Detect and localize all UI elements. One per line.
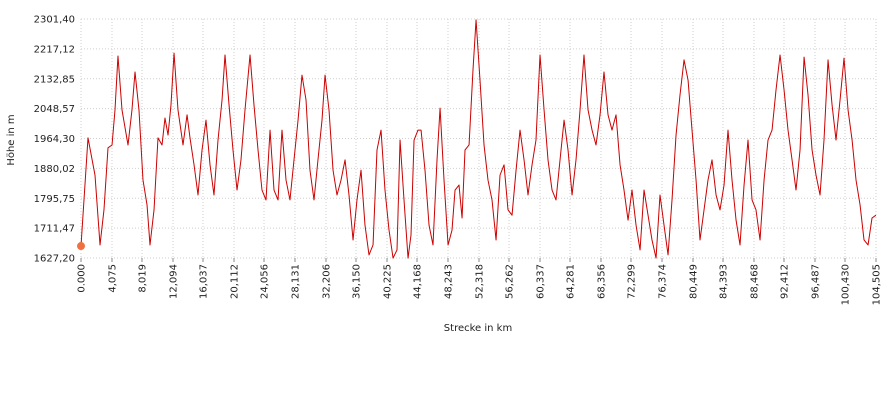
y-axis-label: Höhe in m bbox=[6, 114, 17, 165]
y-tick-label: 1964,30 bbox=[34, 134, 75, 145]
x-tick-label: 28,131 bbox=[291, 264, 302, 299]
x-tick-label: 48,243 bbox=[443, 264, 454, 299]
x-tick-label: 104,505 bbox=[872, 264, 883, 305]
y-tick-label: 2132,85 bbox=[34, 74, 75, 85]
y-tick-label: 1627,20 bbox=[34, 254, 75, 265]
x-tick-label: 100,430 bbox=[841, 264, 852, 305]
x-tick-label: 12,094 bbox=[169, 264, 180, 299]
y-tick-label: 1880,02 bbox=[34, 164, 75, 175]
y-tick-label: 2301,40 bbox=[34, 15, 75, 26]
x-tick-label: 64,281 bbox=[566, 264, 577, 299]
x-tick-label: 24,056 bbox=[260, 264, 271, 299]
y-tick-label: 2048,57 bbox=[34, 104, 75, 115]
x-tick-label: 4,075 bbox=[107, 264, 118, 293]
x-tick-label: 84,393 bbox=[719, 264, 730, 299]
elevation-line bbox=[80, 19, 877, 259]
x-tick-label: 80,449 bbox=[688, 264, 699, 299]
x-tick-label: 60,337 bbox=[536, 264, 547, 299]
x-tick-label: 76,374 bbox=[657, 264, 668, 299]
y-tick-label: 1795,75 bbox=[34, 194, 75, 205]
x-tick-label: 92,412 bbox=[780, 264, 791, 299]
x-tick-label: 44,168 bbox=[412, 264, 423, 299]
x-tick-label: 8,019 bbox=[138, 264, 149, 293]
x-tick-label: 88,468 bbox=[750, 264, 761, 299]
x-tick-label: 16,037 bbox=[198, 264, 209, 299]
x-tick-label: 52,318 bbox=[474, 264, 485, 299]
x-axis-label: Strecke in km bbox=[444, 323, 512, 334]
x-tick-label: 20,112 bbox=[229, 264, 240, 299]
x-tick-label: 68,356 bbox=[597, 264, 608, 299]
y-tick-label: 2217,12 bbox=[34, 44, 75, 55]
x-tick-label: 56,262 bbox=[505, 264, 516, 299]
position-marker bbox=[77, 242, 85, 251]
x-tick-label: 40,225 bbox=[383, 264, 394, 299]
x-tick-label: 0.000 bbox=[77, 264, 88, 293]
x-tick-label: 96,487 bbox=[811, 264, 822, 299]
x-tick-label: 36,150 bbox=[352, 264, 363, 299]
y-tick-label: 1711,47 bbox=[34, 224, 75, 235]
x-tick-label: 72,299 bbox=[626, 264, 637, 299]
x-tick-label: 32,206 bbox=[322, 264, 333, 299]
